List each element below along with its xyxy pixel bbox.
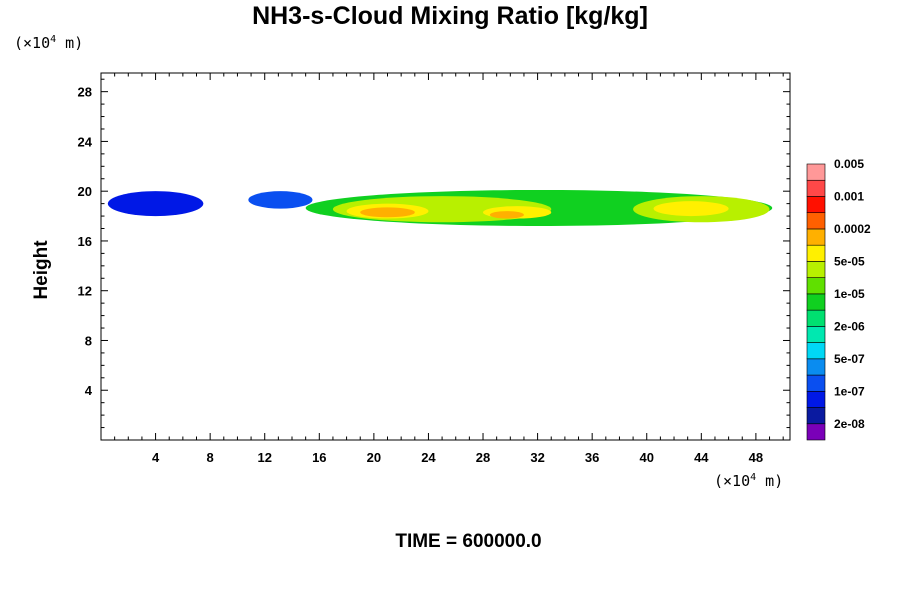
x-tick-label: 16 <box>312 450 326 465</box>
y-tick-label: 16 <box>78 234 92 249</box>
y-tick-label: 12 <box>78 284 92 299</box>
colorbar-swatch <box>806 179 826 197</box>
colorbar-label: 5e-05 <box>834 254 865 268</box>
x-tick-label: 44 <box>694 450 709 465</box>
colorbar-swatch <box>806 309 826 327</box>
cloud-region-7 <box>653 201 729 217</box>
y-tick-label: 4 <box>85 383 93 398</box>
cloud-region-1 <box>248 191 313 209</box>
colorbar-label: 2e-08 <box>834 417 865 431</box>
x-tick-label: 4 <box>152 450 160 465</box>
x-axis-unit: (×104 m) <box>714 472 784 490</box>
colorbar-label: 1e-07 <box>834 384 865 398</box>
y-tick-label: 20 <box>78 184 92 199</box>
colorbar-swatch <box>806 358 826 376</box>
colorbar-swatch <box>806 423 826 441</box>
x-tick-label: 24 <box>421 450 436 465</box>
colorbar-swatch <box>806 342 826 360</box>
colorbar-label: 0.0002 <box>834 222 871 236</box>
plot-area <box>100 72 791 441</box>
colorbar-swatch <box>806 374 826 392</box>
chart-title: NH3-s-Cloud Mixing Ratio [kg/kg] <box>252 2 648 30</box>
colorbar-swatch <box>806 212 826 230</box>
colorbar-swatch <box>806 196 826 214</box>
colorbar-swatch <box>806 390 826 408</box>
colorbar-label: 0.001 <box>834 189 864 203</box>
colorbar-swatch <box>806 228 826 246</box>
x-tick-label: 20 <box>367 450 381 465</box>
colorbar-swatch <box>806 163 826 181</box>
colorbar: 2e-08 1e-07 5e-07 2e-06 1e-05 5e-05 0.0002 0.00… <box>806 157 871 441</box>
colorbar-swatch <box>806 293 826 311</box>
colorbar-swatch <box>806 244 826 262</box>
colorbar-label: 1e-05 <box>834 287 865 301</box>
y-tick-label: 24 <box>78 134 93 149</box>
colorbar-swatch <box>806 277 826 295</box>
x-tick-label: 12 <box>257 450 271 465</box>
x-tick-label: 32 <box>530 450 544 465</box>
colorbar-label: 5e-07 <box>834 352 865 366</box>
cloud-region-9 <box>489 211 524 219</box>
y-tick-label: 8 <box>85 333 92 348</box>
cloud-region-8 <box>360 207 415 218</box>
x-tick-label: 48 <box>749 450 763 465</box>
colorbar-swatch <box>806 407 826 425</box>
y-tick-label: 28 <box>78 85 92 100</box>
colorbar-swatch <box>806 326 826 343</box>
x-tick-label: 40 <box>640 450 654 465</box>
cloud-layer <box>107 189 773 227</box>
y-axis-unit: (×104 m) <box>14 34 84 52</box>
cloud-region-0 <box>107 191 204 217</box>
colorbar-label: 0.005 <box>834 157 864 171</box>
time-label: TIME = 600000.0 <box>395 531 542 552</box>
x-tick-label: 36 <box>585 450 599 465</box>
colorbar-label: 2e-06 <box>834 319 865 333</box>
x-tick-label: 28 <box>476 450 490 465</box>
x-tick-label: 8 <box>207 450 214 465</box>
colorbar-swatch <box>806 261 826 278</box>
